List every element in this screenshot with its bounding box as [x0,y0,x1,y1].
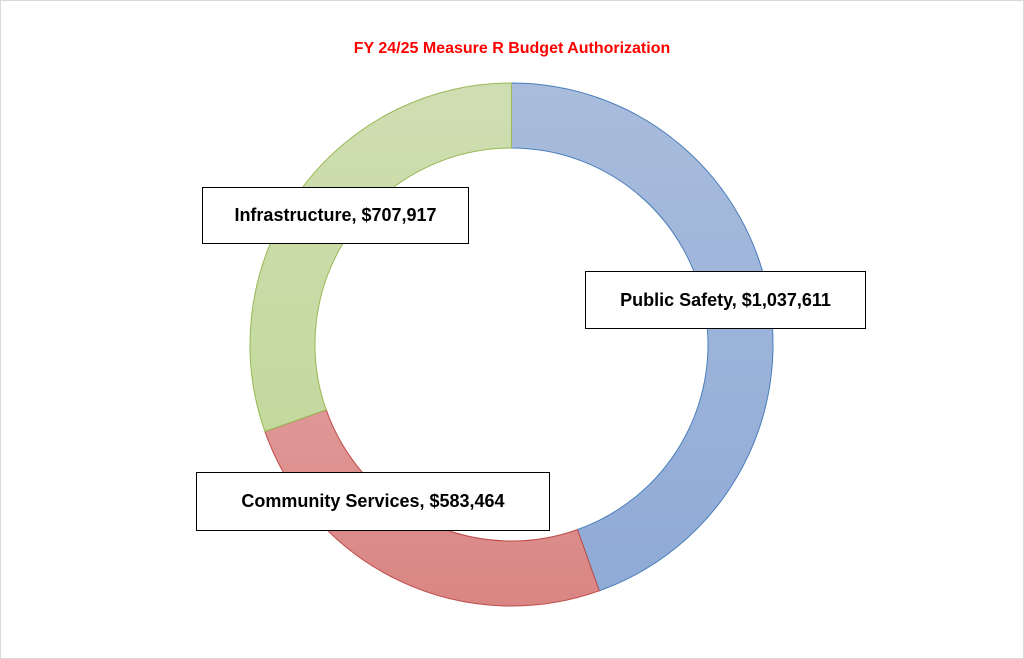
chart-title: FY 24/25 Measure R Budget Authorization [353,40,671,57]
donut-slice-infrastructure [249,82,512,433]
donut-slice-public-safety [511,82,774,592]
data-label-public-safety: Public Safety, $1,037,611 [585,271,866,329]
data-label-community-services: Community Services, $583,464 [196,472,550,531]
data-label-infrastructure: Infrastructure, $707,917 [202,187,469,244]
